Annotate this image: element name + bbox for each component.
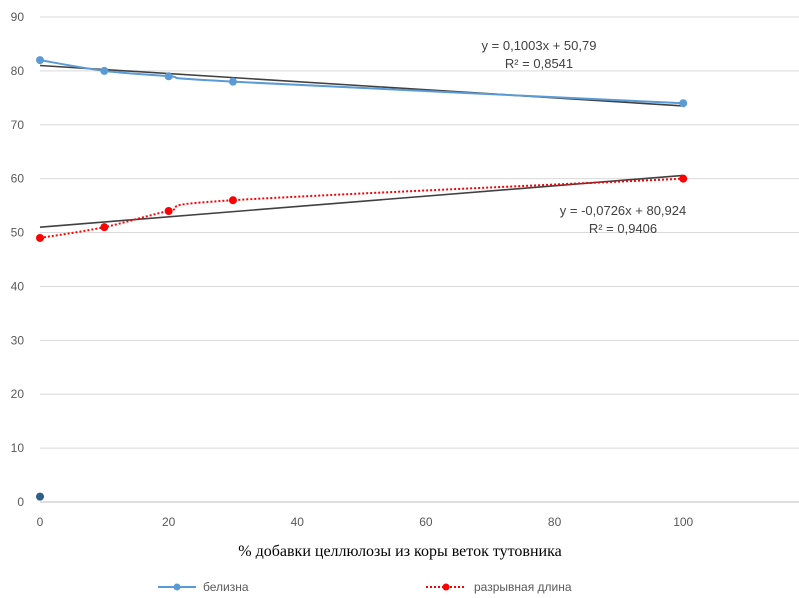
- x-tick-label-20: 20: [162, 515, 176, 529]
- legend-swatch-marker-1: [173, 583, 181, 591]
- series-2-point-2: [100, 223, 109, 232]
- legend-label-1: белизна: [203, 580, 249, 594]
- gridlines: [40, 16, 799, 449]
- y-tick-label-0: 0: [17, 495, 24, 509]
- series-1-point-5: [679, 99, 688, 108]
- series-1-point-3: [164, 72, 173, 81]
- legend-label-2: разрывная длина: [474, 580, 572, 594]
- annotation-r2-2: R² = 0,9406: [589, 221, 657, 236]
- series-2-point-3: [164, 207, 173, 215]
- trendline-1: [39, 64, 684, 107]
- y-tick-label-70: 70: [11, 118, 25, 132]
- legend: белизна разрывная длина: [158, 580, 572, 594]
- x-tick-label-60: 60: [419, 515, 433, 529]
- series-layer: [36, 56, 688, 501]
- y-tick-label-80: 80: [11, 64, 25, 78]
- annotations: y = 0,1003x + 50,79 R² = 0,8541 y = -0,0…: [482, 38, 687, 236]
- y-tick-label-60: 60: [11, 172, 25, 186]
- series-2-point-5: [679, 174, 688, 183]
- x-tick-label-0: 0: [37, 515, 44, 529]
- annotation-r2-1: R² = 0,8541: [505, 56, 573, 71]
- y-tick-label-50: 50: [11, 226, 25, 240]
- annotation-eq-2: y = -0,0726x + 80,924: [560, 203, 686, 218]
- series-2-point-4: [228, 196, 237, 205]
- series-1-point-1: [36, 56, 44, 65]
- series-line-1: [39, 59, 684, 105]
- extra-point-1: [36, 492, 44, 501]
- y-tick-label-40: 40: [11, 279, 25, 293]
- y-tick-label-10: 10: [11, 441, 25, 455]
- y-tick-label-20: 20: [11, 387, 25, 401]
- legend-swatch-marker-2: [442, 583, 450, 591]
- annotation-eq-1: y = 0,1003x + 50,79: [482, 38, 597, 53]
- series-1-point-4: [228, 77, 237, 86]
- series-2-point-1: [36, 233, 44, 242]
- series-1-point-2: [100, 66, 109, 75]
- y-tick-label-30: 30: [11, 333, 25, 347]
- x-axis-label: % добавки целлюлозы из коры веток тутовн…: [238, 543, 561, 560]
- x-tick-label-80: 80: [548, 515, 562, 529]
- x-tick-label-40: 40: [291, 515, 305, 529]
- y-tick-label-90: 90: [11, 10, 25, 24]
- x-tick-label-100: 100: [673, 515, 693, 529]
- tick-labels: 0 10 20 30 40 50 60 70 80 90 0 20 40 60 80 100: [11, 10, 694, 529]
